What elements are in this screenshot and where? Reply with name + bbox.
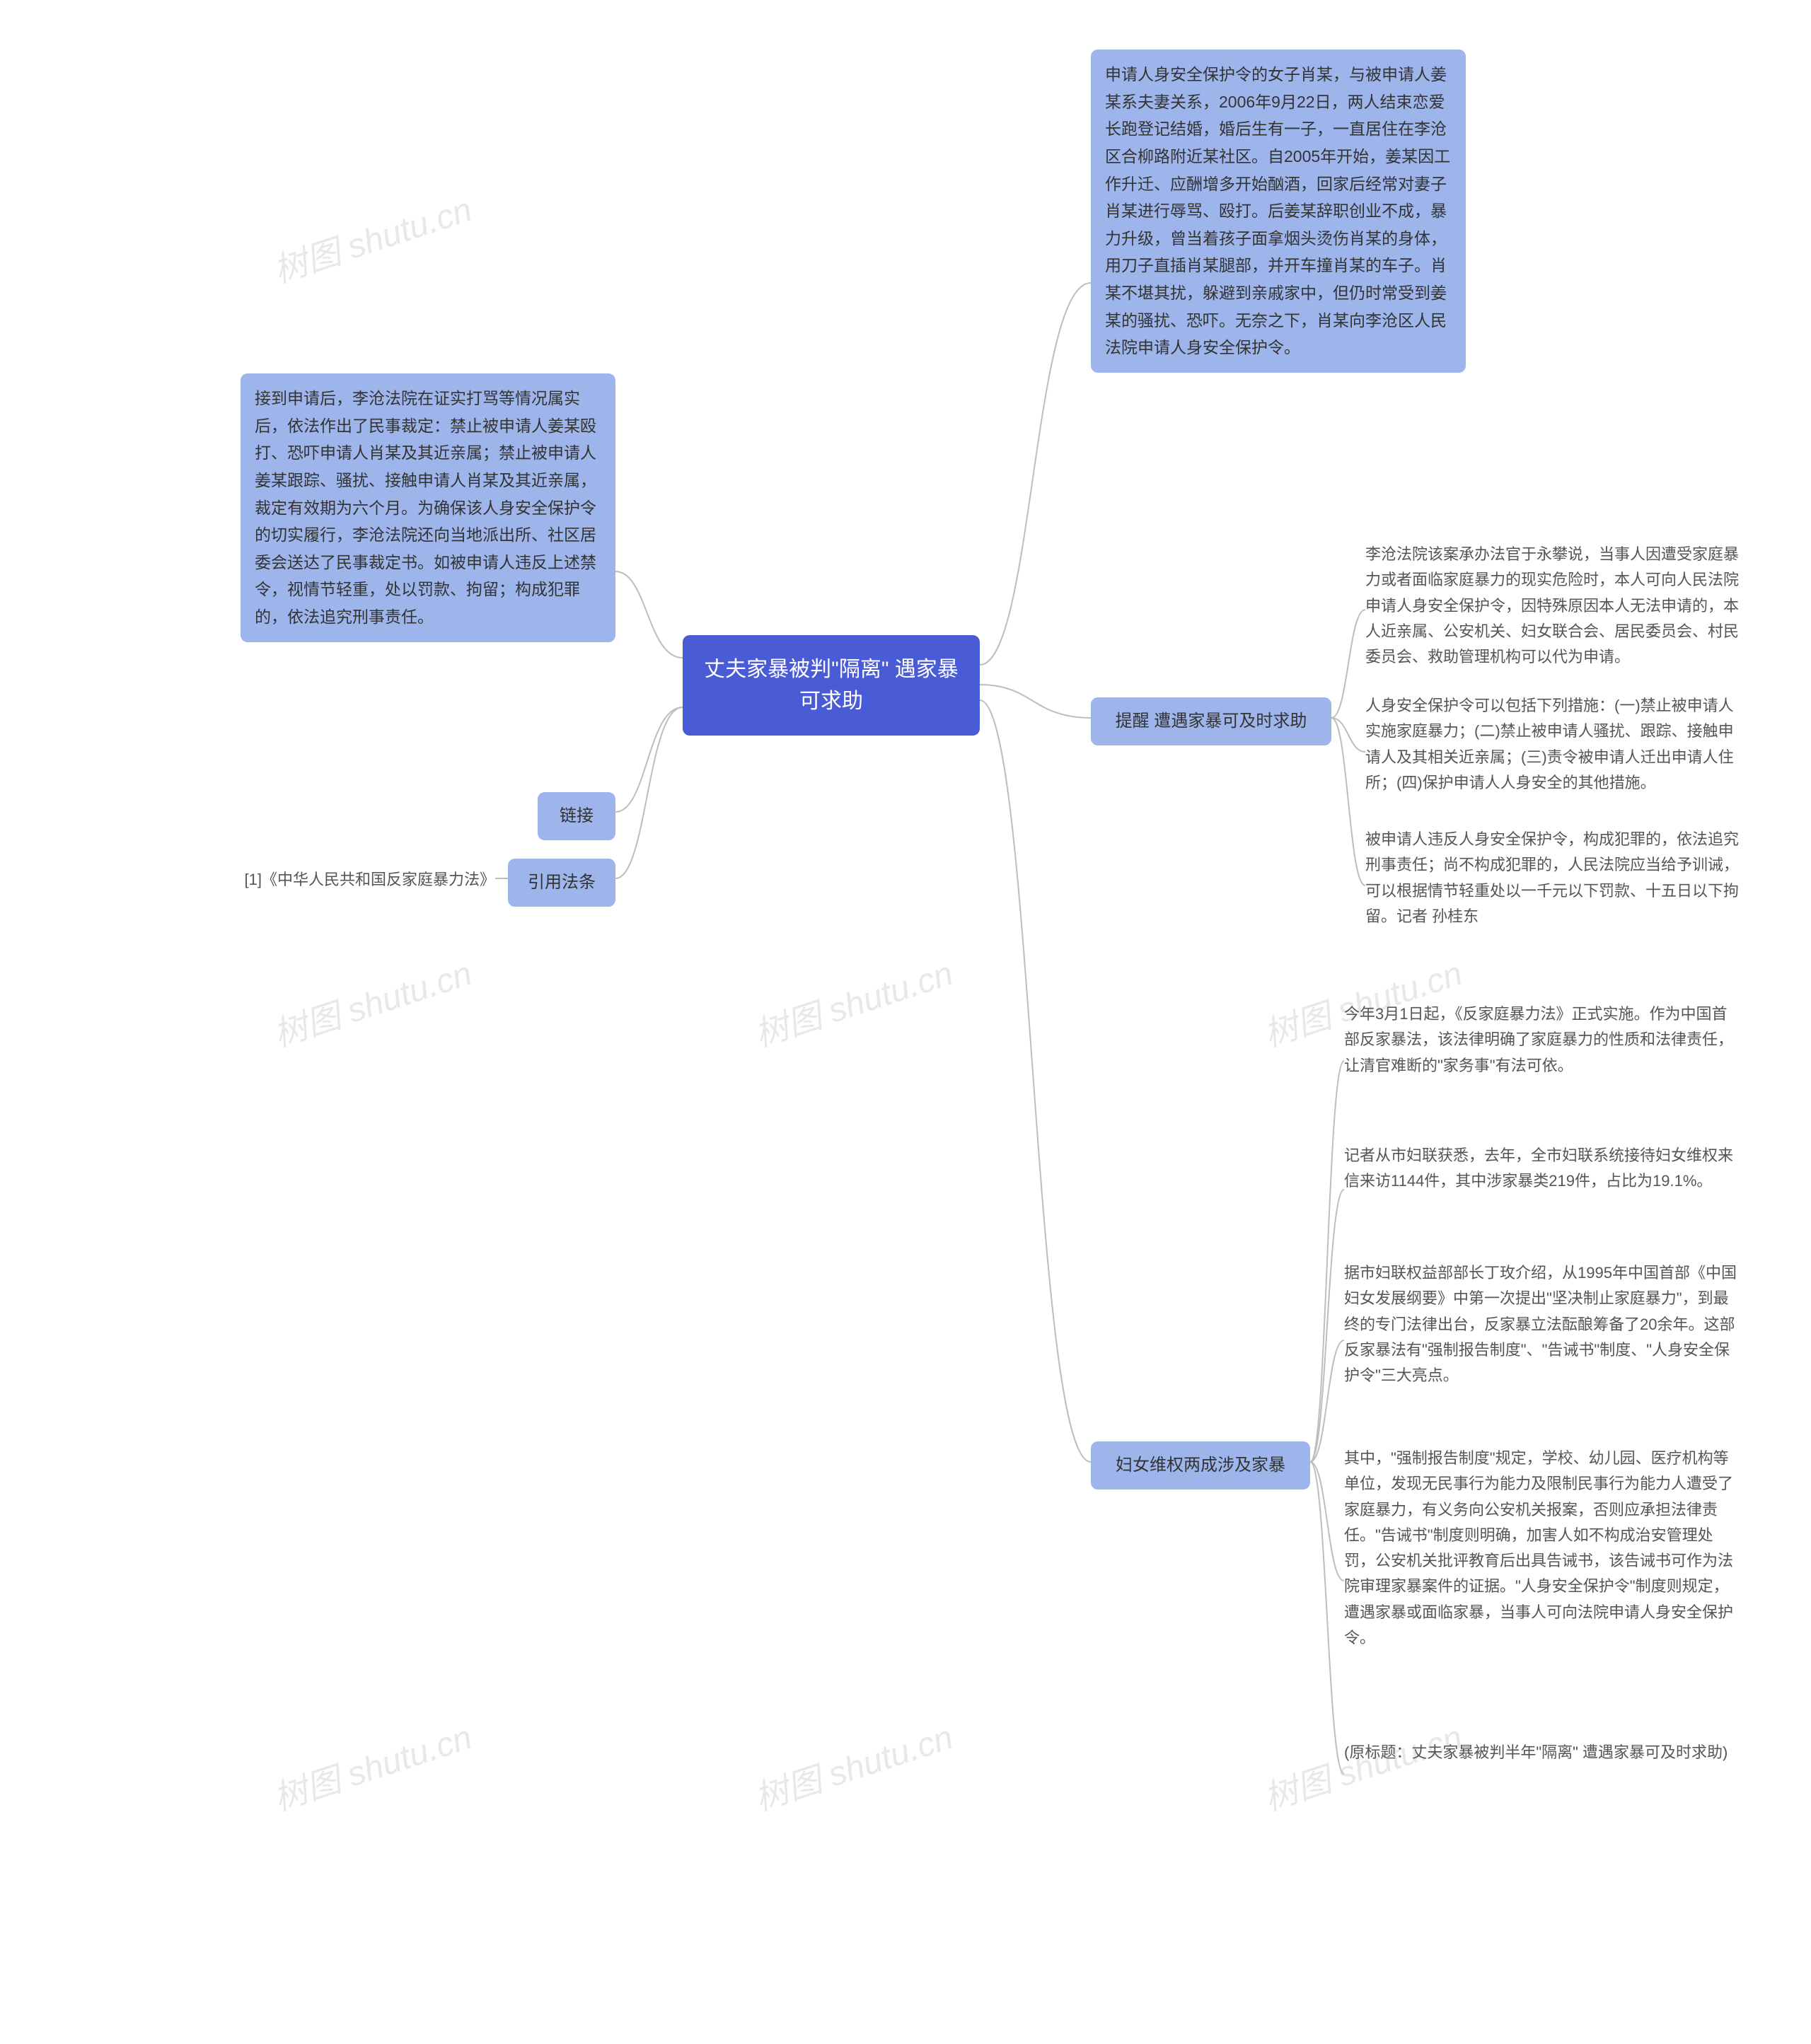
left-link-node[interactable]: 链接: [538, 792, 615, 840]
right-case-text: 申请人身安全保护令的女子肖某，与被申请人姜某系夫妻关系，2006年9月22日，两…: [1105, 65, 1450, 356]
rights-item-2-text: 据市妇联权益部部长丁玫介绍，从1995年中国首部《中国妇女发展纲要》中第一次提出…: [1344, 1264, 1737, 1384]
left-cite-node[interactable]: 引用法条: [508, 859, 615, 907]
watermark: 树图 shutu.cn: [266, 182, 477, 292]
rights-label: 妇女维权两成涉及家暴: [1116, 1456, 1285, 1475]
left-cite-text: [1]《中华人民共和国反家庭暴力法》: [245, 871, 495, 888]
reminder-item-0-text: 李沧法院该案承办法官于永攀说，当事人因遭受家庭暴力或者面临家庭暴力的现实危险时，…: [1365, 545, 1739, 666]
rights-item-3: 其中，"强制报告制度"规定，学校、幼儿园、医疗机构等单位，发现无民事行为能力及限…: [1344, 1443, 1740, 1654]
reminder-branch[interactable]: 提醒 遭遇家暴可及时求助: [1091, 697, 1331, 745]
reminder-item-0: 李沧法院该案承办法官于永攀说，当事人因遭受家庭暴力或者面临家庭暴力的现实危险时，…: [1365, 539, 1740, 673]
watermark: 树图 shutu.cn: [266, 1709, 477, 1820]
rights-item-0-text: 今年3月1日起，《反家庭暴力法》正式实施。作为中国首部反家暴法，该法律明确了家庭…: [1344, 1005, 1733, 1074]
watermark: 树图 shutu.cn: [747, 1709, 958, 1820]
left-ruling-node[interactable]: 接到申请后，李沧法院在证实打骂等情况属实后，依法作出了民事裁定：禁止被申请人姜某…: [241, 373, 615, 642]
left-cite-text-node: [1]《中华人民共和国反家庭暴力法》: [198, 864, 495, 895]
reminder-item-2: 被申请人违反人身安全保护令，构成犯罪的，依法追究刑事责任；尚不构成犯罪的，人民法…: [1365, 824, 1740, 932]
reminder-item-1-text: 人身安全保护令可以包括下列措施：(一)禁止被申请人实施家庭暴力；(二)禁止被申请…: [1365, 697, 1734, 791]
rights-branch[interactable]: 妇女维权两成涉及家暴: [1091, 1441, 1310, 1490]
rights-item-4-text: (原标题：丈夫家暴被判半年"隔离" 遭遇家暴可及时求助): [1344, 1743, 1728, 1761]
reminder-item-1: 人身安全保护令可以包括下列措施：(一)禁止被申请人实施家庭暴力；(二)禁止被申请…: [1365, 690, 1740, 799]
rights-item-1: 记者从市妇联获悉，去年，全市妇联系统接待妇女维权来信来访1144件，其中涉家暴类…: [1344, 1140, 1740, 1197]
reminder-item-2-text: 被申请人违反人身安全保护令，构成犯罪的，依法追究刑事责任；尚不构成犯罪的，人民法…: [1365, 830, 1739, 925]
left-cite-label: 引用法条: [528, 873, 596, 892]
root-title: 丈夫家暴被判"隔离" 遇家暴可求助: [704, 658, 959, 713]
rights-item-4: (原标题：丈夫家暴被判半年"隔离" 遭遇家暴可及时求助): [1344, 1737, 1740, 1768]
rights-item-1-text: 记者从市妇联获悉，去年，全市妇联系统接待妇女维权来信来访1144件，其中涉家暴类…: [1344, 1146, 1733, 1190]
left-ruling-text: 接到申请后，李沧法院在证实打骂等情况属实后，依法作出了民事裁定：禁止被申请人姜某…: [255, 389, 596, 626]
rights-item-3-text: 其中，"强制报告制度"规定，学校、幼儿园、医疗机构等单位，发现无民事行为能力及限…: [1344, 1449, 1733, 1647]
right-case-node[interactable]: 申请人身安全保护令的女子肖某，与被申请人姜某系夫妻关系，2006年9月22日，两…: [1091, 50, 1466, 373]
reminder-label: 提醒 遭遇家暴可及时求助: [1116, 712, 1307, 731]
watermark: 树图 shutu.cn: [266, 946, 477, 1056]
watermark: 树图 shutu.cn: [747, 946, 958, 1056]
root-node[interactable]: 丈夫家暴被判"隔离" 遇家暴可求助: [683, 635, 980, 736]
left-link-label: 链接: [560, 806, 594, 825]
rights-item-2: 据市妇联权益部部长丁玫介绍，从1995年中国首部《中国妇女发展纲要》中第一次提出…: [1344, 1258, 1740, 1391]
rights-item-0: 今年3月1日起，《反家庭暴力法》正式实施。作为中国首部反家暴法，该法律明确了家庭…: [1344, 999, 1740, 1081]
